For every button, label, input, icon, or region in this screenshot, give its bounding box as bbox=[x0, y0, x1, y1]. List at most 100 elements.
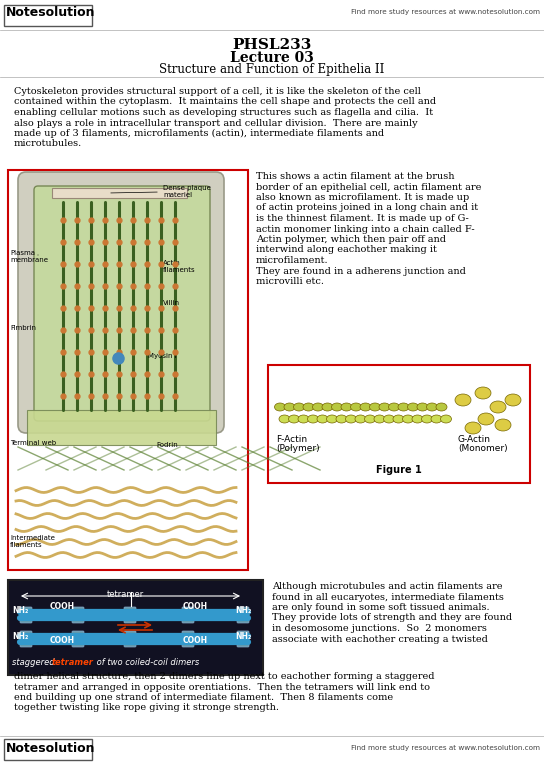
Ellipse shape bbox=[360, 403, 371, 411]
Text: tetramer: tetramer bbox=[107, 590, 144, 599]
Ellipse shape bbox=[322, 403, 333, 411]
Text: interwind along eachother making it: interwind along eachother making it bbox=[256, 246, 437, 255]
FancyBboxPatch shape bbox=[34, 186, 210, 421]
Ellipse shape bbox=[407, 403, 418, 411]
Ellipse shape bbox=[388, 403, 399, 411]
Text: is the thinnest filament. It is made up of G-: is the thinnest filament. It is made up … bbox=[256, 214, 469, 223]
Text: NH₂: NH₂ bbox=[12, 632, 28, 641]
Ellipse shape bbox=[279, 415, 290, 423]
Text: Figure 1: Figure 1 bbox=[376, 465, 422, 475]
Ellipse shape bbox=[393, 415, 404, 423]
Ellipse shape bbox=[284, 403, 295, 411]
Text: Terminal web: Terminal web bbox=[10, 440, 56, 446]
Text: Actin polymer, which then pair off and: Actin polymer, which then pair off and bbox=[256, 235, 446, 244]
Ellipse shape bbox=[350, 403, 362, 411]
Text: actin monomer linking into a chain called F-: actin monomer linking into a chain calle… bbox=[256, 225, 474, 233]
FancyBboxPatch shape bbox=[72, 607, 84, 623]
Text: Find more study resources at www.notesolution.com: Find more study resources at www.notesol… bbox=[351, 745, 540, 751]
Ellipse shape bbox=[341, 403, 352, 411]
Ellipse shape bbox=[298, 415, 309, 423]
Ellipse shape bbox=[384, 415, 394, 423]
Text: Lecture 03: Lecture 03 bbox=[230, 51, 314, 65]
Ellipse shape bbox=[505, 394, 521, 406]
Bar bbox=[268, 365, 530, 483]
Text: found in all eucaryotes, intermediate filaments: found in all eucaryotes, intermediate fi… bbox=[272, 592, 504, 601]
Ellipse shape bbox=[312, 403, 324, 411]
Ellipse shape bbox=[379, 403, 390, 411]
Ellipse shape bbox=[355, 415, 366, 423]
Bar bbox=[4, 5, 92, 26]
Text: This shows a actin filament at the brush: This shows a actin filament at the brush bbox=[256, 172, 454, 181]
FancyBboxPatch shape bbox=[72, 631, 84, 647]
Ellipse shape bbox=[417, 403, 428, 411]
Text: (Polymer): (Polymer) bbox=[276, 444, 320, 453]
Text: Plasma
membrane: Plasma membrane bbox=[10, 250, 48, 263]
Text: NH₂: NH₂ bbox=[235, 632, 251, 641]
Text: Structure and Function of Epithelia II: Structure and Function of Epithelia II bbox=[159, 63, 385, 76]
FancyBboxPatch shape bbox=[20, 607, 32, 623]
Text: Find more study resources at www.notesolution.com: Find more study resources at www.notesol… bbox=[351, 9, 540, 15]
Ellipse shape bbox=[490, 401, 506, 413]
Ellipse shape bbox=[441, 415, 452, 423]
Text: Fimbrin: Fimbrin bbox=[10, 325, 36, 331]
Text: staggered: staggered bbox=[12, 658, 57, 667]
Text: contained within the cytoplasm.  It maintains the cell shape and protects the ce: contained within the cytoplasm. It maint… bbox=[14, 98, 436, 106]
Text: Myosin I: Myosin I bbox=[148, 353, 177, 359]
Ellipse shape bbox=[436, 403, 447, 411]
FancyBboxPatch shape bbox=[20, 631, 32, 647]
FancyBboxPatch shape bbox=[124, 631, 136, 647]
Text: enabling cellular motions such as developing structures such as flagella and cil: enabling cellular motions such as develo… bbox=[14, 108, 433, 117]
Text: in desomosome junctions.  So  2 monomers: in desomosome junctions. So 2 monomers bbox=[272, 624, 487, 633]
Bar bbox=[52, 188, 187, 198]
Text: Cytoskeleton provides structural support of a cell, it is like the skeleton of t: Cytoskeleton provides structural support… bbox=[14, 87, 421, 96]
Text: also known as microfilament. It is made up: also known as microfilament. It is made … bbox=[256, 193, 469, 202]
FancyBboxPatch shape bbox=[237, 607, 249, 623]
Ellipse shape bbox=[478, 413, 494, 425]
Ellipse shape bbox=[465, 422, 481, 434]
Text: tetramer and arranged in opposite orentiations.  Then the tetramers will link en: tetramer and arranged in opposite orenti… bbox=[14, 682, 430, 691]
Ellipse shape bbox=[294, 403, 305, 411]
Text: together twisting like rope giving it stronge strength.: together twisting like rope giving it st… bbox=[14, 704, 279, 712]
Text: COOH: COOH bbox=[50, 636, 75, 645]
Text: NH₂: NH₂ bbox=[12, 606, 28, 615]
Bar bbox=[8, 170, 248, 570]
Ellipse shape bbox=[455, 394, 471, 406]
Text: also plays a role in intracellular transport and cellular division.  There are m: also plays a role in intracellular trans… bbox=[14, 119, 418, 128]
Text: end building up one strand of intermediate filament.  Then 8 filaments come: end building up one strand of intermedia… bbox=[14, 693, 393, 702]
Text: microvilli etc.: microvilli etc. bbox=[256, 277, 324, 286]
Ellipse shape bbox=[288, 415, 300, 423]
Text: Notesolution: Notesolution bbox=[6, 742, 96, 755]
Bar bbox=[4, 739, 92, 760]
Ellipse shape bbox=[336, 415, 347, 423]
Text: G-Actin: G-Actin bbox=[458, 435, 491, 444]
Text: Intermediate
filaments: Intermediate filaments bbox=[10, 535, 55, 548]
Text: (Monomer): (Monomer) bbox=[458, 444, 508, 453]
Text: Notesolution: Notesolution bbox=[6, 5, 96, 18]
Text: tetramer: tetramer bbox=[52, 658, 94, 667]
Ellipse shape bbox=[307, 415, 318, 423]
Text: microtubules.: microtubules. bbox=[14, 139, 82, 149]
Bar bbox=[27, 410, 216, 445]
Ellipse shape bbox=[398, 403, 409, 411]
Ellipse shape bbox=[431, 415, 442, 423]
Ellipse shape bbox=[422, 415, 432, 423]
FancyBboxPatch shape bbox=[124, 607, 136, 623]
Text: COOH: COOH bbox=[50, 602, 75, 611]
Ellipse shape bbox=[275, 403, 286, 411]
Text: Dense plaque
materiel: Dense plaque materiel bbox=[163, 185, 211, 198]
Ellipse shape bbox=[412, 415, 423, 423]
Text: of two coiled-coil dimers: of two coiled-coil dimers bbox=[94, 658, 199, 667]
Text: are only found in some soft tissued animals.: are only found in some soft tissued anim… bbox=[272, 603, 490, 612]
Text: Actin
filaments: Actin filaments bbox=[163, 260, 196, 273]
Ellipse shape bbox=[374, 415, 385, 423]
Text: COOH: COOH bbox=[183, 636, 208, 645]
Ellipse shape bbox=[475, 387, 491, 399]
Text: They provide lots of strength and they are found: They provide lots of strength and they a… bbox=[272, 614, 512, 622]
Text: They are found in a adherens junction and: They are found in a adherens junction an… bbox=[256, 266, 466, 276]
FancyBboxPatch shape bbox=[18, 172, 224, 433]
Ellipse shape bbox=[403, 415, 413, 423]
Text: Villin: Villin bbox=[163, 300, 180, 306]
Ellipse shape bbox=[317, 415, 328, 423]
Text: made up of 3 filaments, microfilaments (actin), intermediate filaments and: made up of 3 filaments, microfilaments (… bbox=[14, 129, 384, 138]
Ellipse shape bbox=[303, 403, 314, 411]
